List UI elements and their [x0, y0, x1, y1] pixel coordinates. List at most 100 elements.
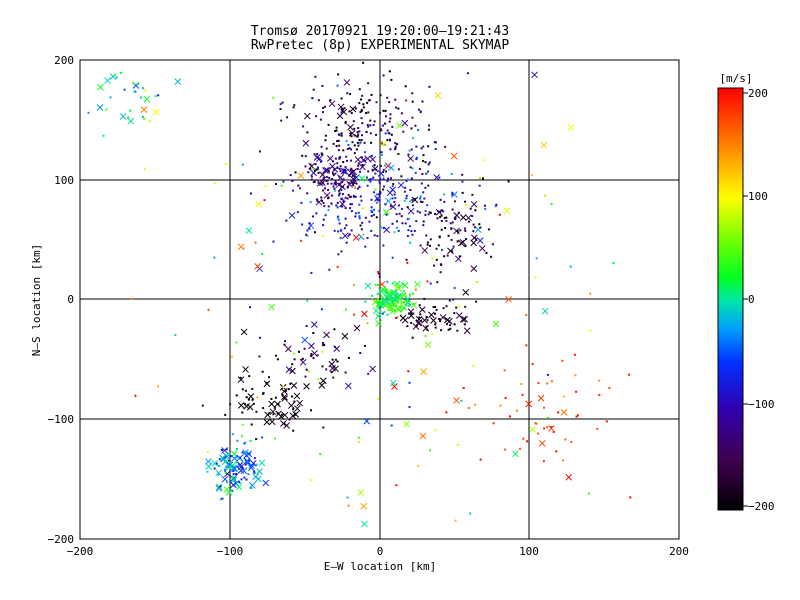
scatter-dot-marker — [157, 94, 160, 97]
scatter-dot-marker — [372, 123, 375, 126]
scatter-cross-marker — [374, 195, 381, 202]
scatter-dot-marker — [365, 112, 368, 114]
scatter-dot-marker — [467, 220, 470, 223]
scatter-dot-marker — [422, 224, 425, 227]
scatter-dot-marker — [328, 176, 331, 179]
scatter-dot-marker — [238, 480, 240, 483]
scatter-cross-marker — [341, 332, 349, 340]
scatter-dot-marker — [234, 478, 237, 480]
scatter-dot-marker — [338, 194, 341, 197]
scatter-dot-marker — [349, 207, 352, 210]
scatter-dot-marker — [464, 245, 467, 248]
scatter-dot-marker — [352, 195, 355, 198]
scatter-dot-marker — [235, 456, 238, 459]
scatter-cross-marker — [537, 394, 545, 402]
scatter-dot-marker — [451, 193, 454, 196]
scatter-dot-marker — [215, 462, 218, 465]
scatter-dot-marker — [414, 171, 417, 174]
scatter-dot-marker — [369, 178, 372, 181]
scatter-dot-marker — [294, 171, 297, 174]
scatter-dot-marker — [308, 222, 311, 225]
scatter-dot-marker — [478, 184, 481, 187]
scatter-dot-marker — [410, 312, 413, 315]
scatter-dot-marker — [243, 476, 246, 479]
scatter-dot-marker — [390, 177, 392, 180]
scatter-cross-marker — [288, 212, 296, 219]
scatter-dot-marker — [451, 192, 454, 194]
scatter-cross-marker — [249, 482, 256, 489]
scatter-dot-marker — [355, 148, 358, 151]
scatter-dot-marker — [275, 183, 277, 185]
scatter-dot-marker — [288, 418, 291, 421]
scatter-dot-marker — [476, 281, 478, 283]
scatter-dot-marker — [375, 193, 378, 196]
scatter-dot-marker — [392, 183, 395, 185]
scatter-dot-marker — [444, 227, 447, 229]
scatter-dot-marker — [332, 185, 335, 188]
scatter-dot-marker — [250, 192, 252, 195]
scatter-dot-marker — [408, 293, 411, 296]
scatter-dot-marker — [365, 178, 368, 181]
scatter-dot-marker — [401, 207, 403, 210]
scatter-dot-marker — [134, 91, 137, 93]
scatter-cross-marker — [104, 77, 111, 84]
scatter-dot-marker — [472, 365, 475, 368]
scatter-dot-marker — [333, 168, 336, 171]
scatter-cross-marker — [565, 473, 573, 481]
scatter-cross-marker — [541, 307, 549, 315]
scatter-dot-marker — [344, 371, 347, 374]
scatter-dot-marker — [309, 201, 312, 203]
scatter-cross-marker — [459, 238, 467, 246]
scatter-dot-marker — [292, 106, 295, 109]
scatter-dot-marker — [361, 221, 364, 224]
scatter-cross-marker — [377, 170, 385, 177]
scatter-dot-marker — [381, 312, 384, 315]
scatter-dot-marker — [340, 132, 343, 135]
scatter-cross-marker — [470, 239, 478, 247]
scatter-dot-marker — [386, 300, 389, 303]
scatter-dot-marker — [351, 141, 354, 144]
scatter-dot-marker — [130, 297, 133, 300]
scatter-dot-marker — [344, 207, 347, 210]
scatter-dot-marker — [443, 200, 446, 203]
scatter-dot-marker — [439, 216, 441, 218]
scatter-dot-marker — [319, 118, 322, 121]
scatter-dot-marker — [314, 231, 316, 234]
scatter-cross-marker — [322, 167, 329, 174]
scatter-dot-marker — [335, 126, 338, 129]
scatter-dot-marker — [377, 397, 380, 400]
scatter-dot-marker — [241, 423, 244, 426]
scatter-dot-marker — [358, 139, 361, 141]
scatter-dot-marker — [456, 240, 459, 243]
scatter-dot-marker — [485, 252, 488, 254]
scatter-dot-marker — [248, 375, 251, 378]
scatter-cross-marker — [457, 239, 465, 247]
scatter-dot-marker — [320, 308, 323, 311]
x-tick-label: −100 — [217, 545, 244, 558]
scatter-dot-marker — [253, 470, 256, 473]
scatter-dot-marker — [134, 394, 137, 397]
scatter-dot-marker — [407, 304, 410, 307]
scatter-dot-marker — [275, 354, 277, 357]
scatter-dot-marker — [375, 101, 378, 104]
scatter-dot-marker — [337, 218, 340, 221]
scatter-dot-marker — [350, 135, 353, 138]
scatter-cross-marker — [215, 469, 223, 477]
scatter-dot-marker — [347, 193, 350, 196]
scatter-dot-marker — [443, 255, 446, 258]
scatter-dot-marker — [285, 219, 288, 222]
scatter-dot-marker — [310, 409, 312, 412]
scatter-cross-marker — [358, 175, 366, 182]
scatter-cross-marker — [280, 387, 288, 395]
scatter-dot-marker — [428, 211, 431, 214]
scatter-dot-marker — [400, 175, 403, 178]
scatter-dot-marker — [526, 440, 529, 443]
scatter-cross-marker — [254, 263, 262, 270]
scatter-dot-marker — [492, 422, 495, 425]
scatter-dot-marker — [313, 180, 316, 183]
scatter-dot-marker — [394, 197, 397, 199]
scatter-cross-marker — [372, 307, 380, 315]
scatter-cross-marker — [369, 365, 377, 373]
scatter-dot-marker — [220, 449, 223, 452]
scatter-dot-marker — [415, 220, 418, 223]
